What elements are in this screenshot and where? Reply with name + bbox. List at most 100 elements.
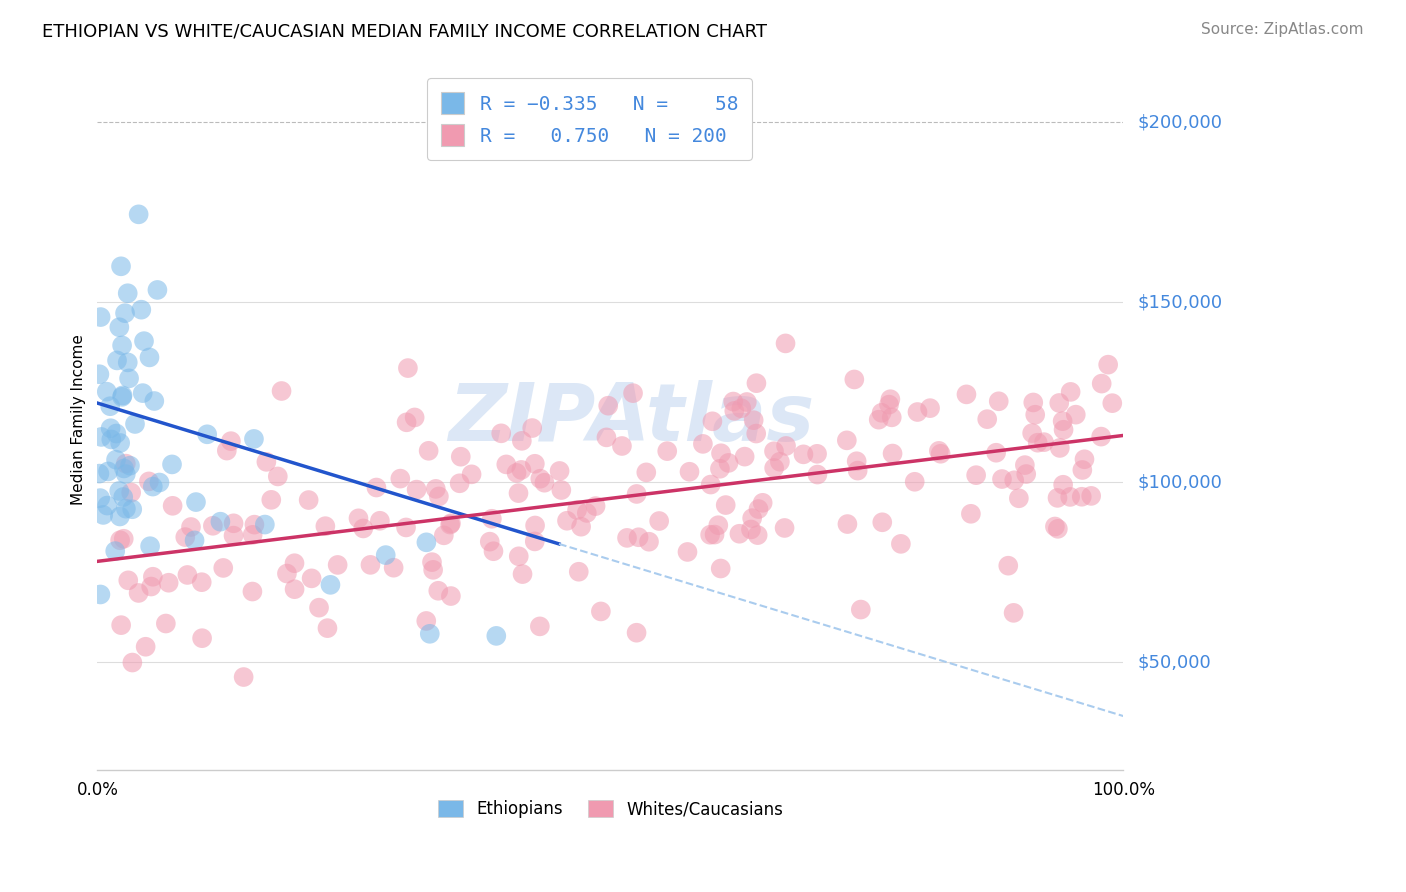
Point bbox=[1071, 463, 1094, 477]
Point bbox=[626, 487, 648, 501]
Point bbox=[728, 526, 751, 541]
Point bbox=[610, 439, 633, 453]
Point bbox=[100, 433, 122, 447]
Point bbox=[419, 627, 441, 641]
Point bbox=[222, 516, 245, 531]
Point bbox=[638, 534, 661, 549]
Point bbox=[260, 492, 283, 507]
Point bbox=[1015, 467, 1038, 481]
Point bbox=[131, 302, 153, 317]
Point bbox=[846, 464, 869, 478]
Point bbox=[395, 415, 418, 429]
Point bbox=[90, 430, 112, 444]
Point bbox=[920, 401, 942, 416]
Point bbox=[155, 616, 177, 631]
Point bbox=[929, 447, 952, 461]
Y-axis label: Median Family Income: Median Family Income bbox=[72, 334, 86, 505]
Point bbox=[415, 614, 437, 628]
Point bbox=[174, 530, 197, 544]
Point bbox=[676, 545, 699, 559]
Point bbox=[148, 475, 170, 490]
Point bbox=[678, 465, 700, 479]
Point bbox=[1002, 473, 1025, 487]
Point bbox=[987, 394, 1010, 409]
Point bbox=[120, 485, 142, 500]
Text: ZIPAtlas: ZIPAtlas bbox=[447, 380, 814, 458]
Point bbox=[117, 355, 139, 369]
Point bbox=[415, 535, 437, 549]
Point bbox=[184, 495, 207, 509]
Point bbox=[267, 469, 290, 483]
Point bbox=[568, 565, 591, 579]
Point bbox=[117, 574, 139, 588]
Point bbox=[96, 499, 118, 513]
Point bbox=[242, 528, 264, 542]
Point bbox=[111, 390, 134, 404]
Point bbox=[890, 537, 912, 551]
Point bbox=[132, 334, 155, 348]
Point bbox=[928, 443, 950, 458]
Point bbox=[433, 528, 456, 542]
Point bbox=[976, 412, 998, 426]
Point bbox=[395, 520, 418, 534]
Point bbox=[657, 444, 679, 458]
Point bbox=[960, 507, 983, 521]
Point bbox=[366, 481, 388, 495]
Point bbox=[105, 426, 128, 441]
Point bbox=[111, 338, 134, 352]
Point bbox=[1046, 522, 1069, 536]
Point bbox=[243, 432, 266, 446]
Point bbox=[115, 501, 138, 516]
Point bbox=[347, 511, 370, 525]
Point bbox=[427, 583, 450, 598]
Point bbox=[763, 461, 786, 475]
Point bbox=[489, 426, 512, 441]
Point bbox=[806, 447, 828, 461]
Point bbox=[510, 463, 533, 477]
Point bbox=[997, 558, 1019, 573]
Point bbox=[1026, 435, 1049, 450]
Point bbox=[1091, 376, 1114, 391]
Point bbox=[389, 472, 412, 486]
Point bbox=[699, 477, 721, 491]
Point bbox=[1024, 408, 1046, 422]
Point bbox=[741, 511, 763, 525]
Point bbox=[359, 558, 381, 572]
Point bbox=[835, 434, 858, 448]
Point bbox=[533, 475, 555, 490]
Point bbox=[108, 509, 131, 524]
Point bbox=[1080, 489, 1102, 503]
Point bbox=[735, 395, 758, 409]
Point bbox=[880, 410, 903, 425]
Point bbox=[703, 527, 725, 541]
Point bbox=[965, 468, 987, 483]
Point bbox=[872, 516, 894, 530]
Point bbox=[837, 517, 859, 532]
Point bbox=[1049, 441, 1071, 455]
Point bbox=[326, 558, 349, 572]
Point bbox=[110, 618, 132, 632]
Point bbox=[882, 446, 904, 460]
Point bbox=[138, 351, 160, 365]
Point bbox=[870, 406, 893, 420]
Point bbox=[529, 472, 551, 486]
Point bbox=[1059, 384, 1081, 399]
Point bbox=[1052, 414, 1074, 428]
Point bbox=[139, 539, 162, 553]
Point bbox=[648, 514, 671, 528]
Point bbox=[984, 446, 1007, 460]
Point bbox=[139, 580, 162, 594]
Point bbox=[121, 502, 143, 516]
Point bbox=[849, 602, 872, 616]
Point bbox=[215, 443, 238, 458]
Point bbox=[522, 421, 544, 435]
Point bbox=[284, 582, 307, 597]
Point bbox=[114, 467, 136, 481]
Point bbox=[242, 584, 264, 599]
Point bbox=[1052, 477, 1074, 491]
Point bbox=[418, 443, 440, 458]
Point bbox=[146, 283, 169, 297]
Point bbox=[90, 310, 112, 324]
Point bbox=[585, 499, 607, 513]
Point bbox=[769, 455, 792, 469]
